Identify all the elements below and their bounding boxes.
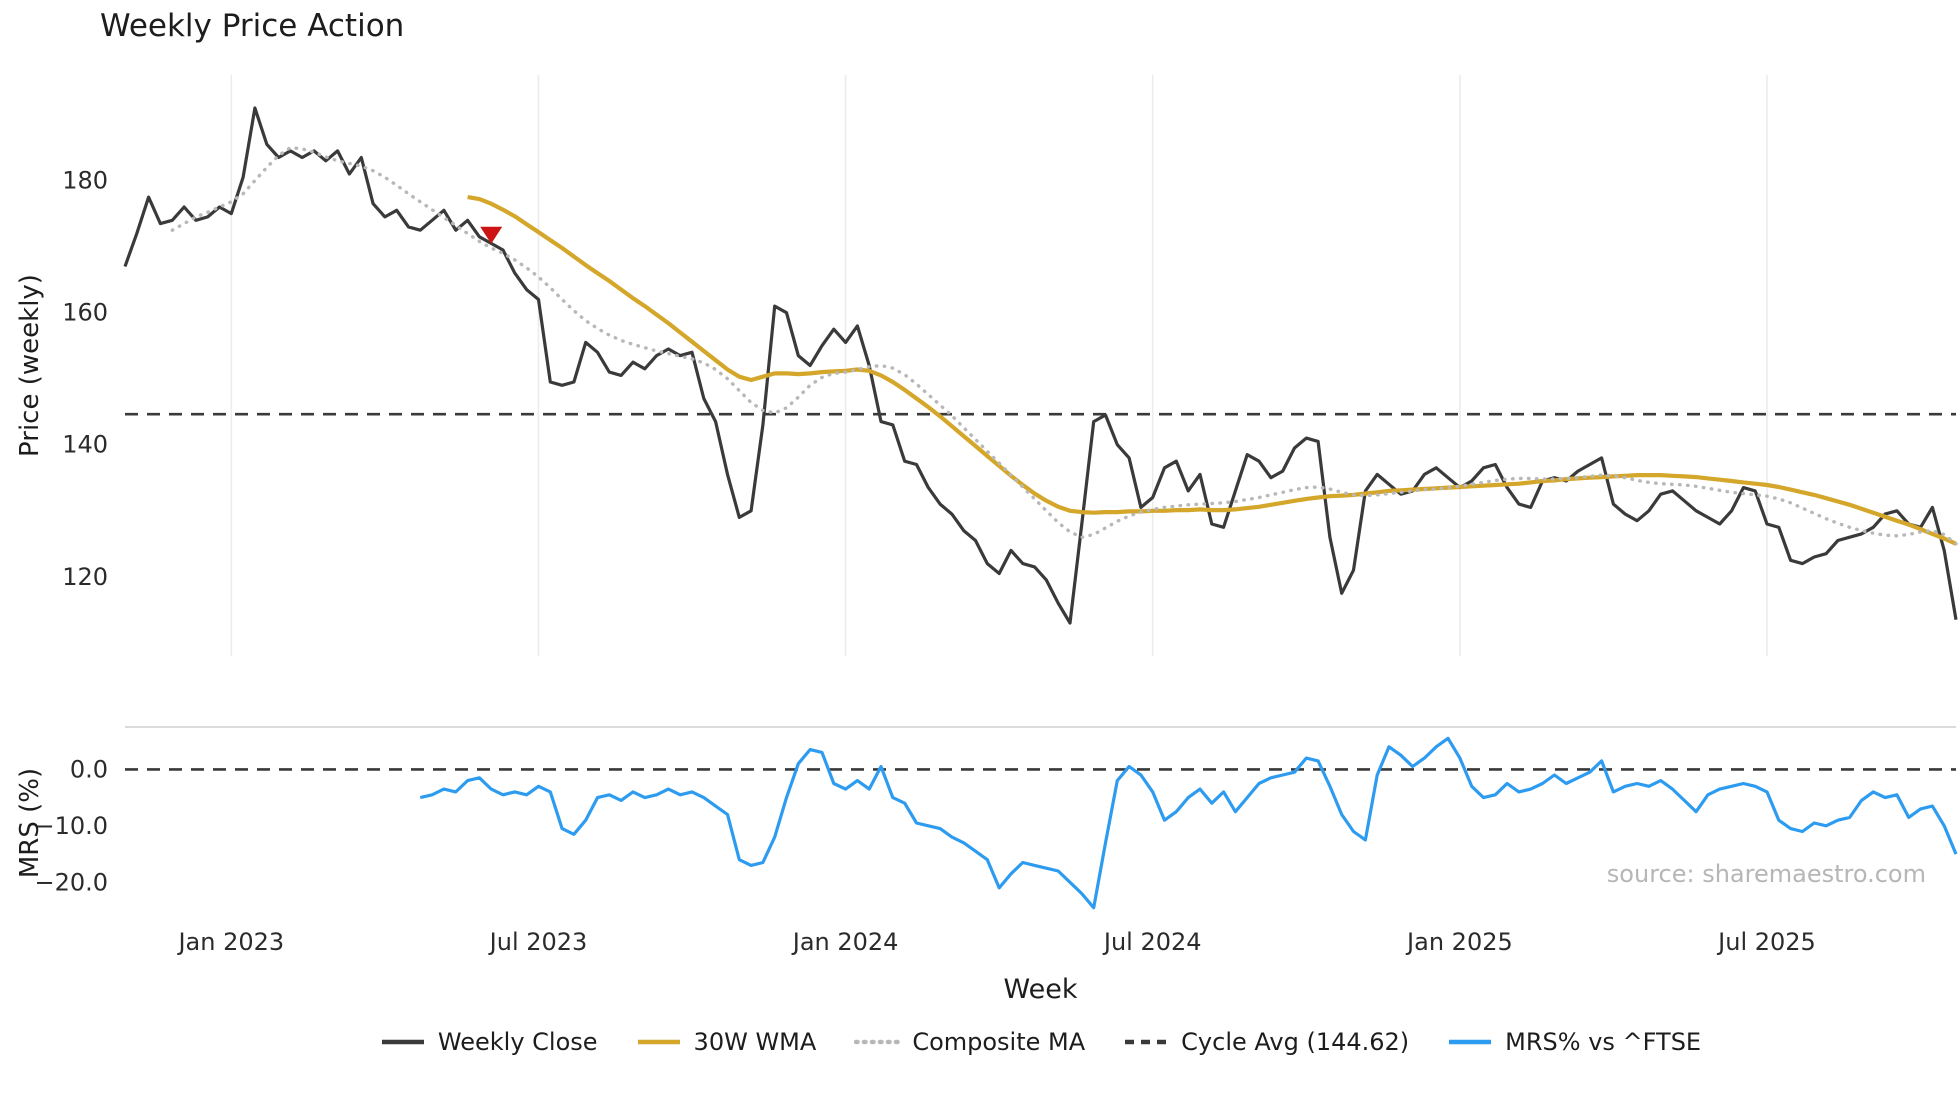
- chart-legend: Weekly Close 30W WMA Composite MA Cycle Avg…: [125, 1028, 1956, 1056]
- legend-label: Cycle Avg (144.62): [1181, 1028, 1410, 1056]
- legend-label: MRS% vs ^FTSE: [1505, 1028, 1702, 1056]
- legend-line-sample: [381, 1039, 424, 1045]
- legend-label: 30W WMA: [693, 1028, 817, 1056]
- legend-item-weekly-close: Weekly Close: [380, 1028, 598, 1056]
- y-tick-label: −20.0: [34, 868, 108, 896]
- y-tick-label: 140: [62, 431, 108, 459]
- y-tick-label: 0.0: [70, 755, 108, 783]
- series-mrs-vs-ftse: [419, 736, 1958, 910]
- sell-signal-marker: [480, 226, 503, 244]
- x-tick-label: Jul 2025: [1716, 928, 1816, 956]
- series-composite-ma: [170, 145, 1958, 546]
- legend-item-composite-ma: Composite MA: [854, 1028, 1085, 1056]
- legend-line-sample: [637, 1039, 680, 1045]
- y-axis-label: Price (weekly): [15, 274, 45, 457]
- page-title: Weekly Price Action: [100, 8, 405, 44]
- y-tick-label: 120: [62, 563, 108, 591]
- legend-label: Composite MA: [912, 1028, 1086, 1056]
- legend-line-sample: [854, 1039, 901, 1045]
- source-credit: source: sharemaestro.com: [1606, 860, 1926, 888]
- y-tick-label: −10.0: [34, 812, 108, 840]
- legend-item-30w-wma: 30W WMA: [636, 1028, 817, 1056]
- series-30w-wma: [467, 195, 1957, 546]
- y-tick-label: 160: [62, 299, 108, 327]
- legend-line-sample: [1125, 1039, 1168, 1045]
- panel-price: 120 140 160 180 Price (weekly): [15, 75, 1958, 656]
- series-weekly-close: [123, 106, 1958, 625]
- x-tick-label: Jan 2023: [176, 928, 284, 956]
- x-tick-label: Jul 2023: [488, 928, 588, 956]
- legend-item-mrs-vs-ftse: MRS% vs ^FTSE: [1447, 1028, 1701, 1056]
- legend-line-sample: [1449, 1039, 1492, 1045]
- x-tick-label: Jan 2025: [1405, 928, 1513, 956]
- x-axis-label: Week: [1003, 974, 1078, 1005]
- legend-label: Weekly Close: [437, 1028, 598, 1056]
- legend-item-cycle-avg-144-62: Cycle Avg (144.62): [1123, 1028, 1409, 1056]
- y-tick-label: 180: [62, 167, 108, 195]
- x-tick-label: Jan 2024: [791, 928, 899, 956]
- x-tick-label: Jul 2024: [1102, 928, 1202, 956]
- y-axis-label: MRS (%): [15, 768, 45, 878]
